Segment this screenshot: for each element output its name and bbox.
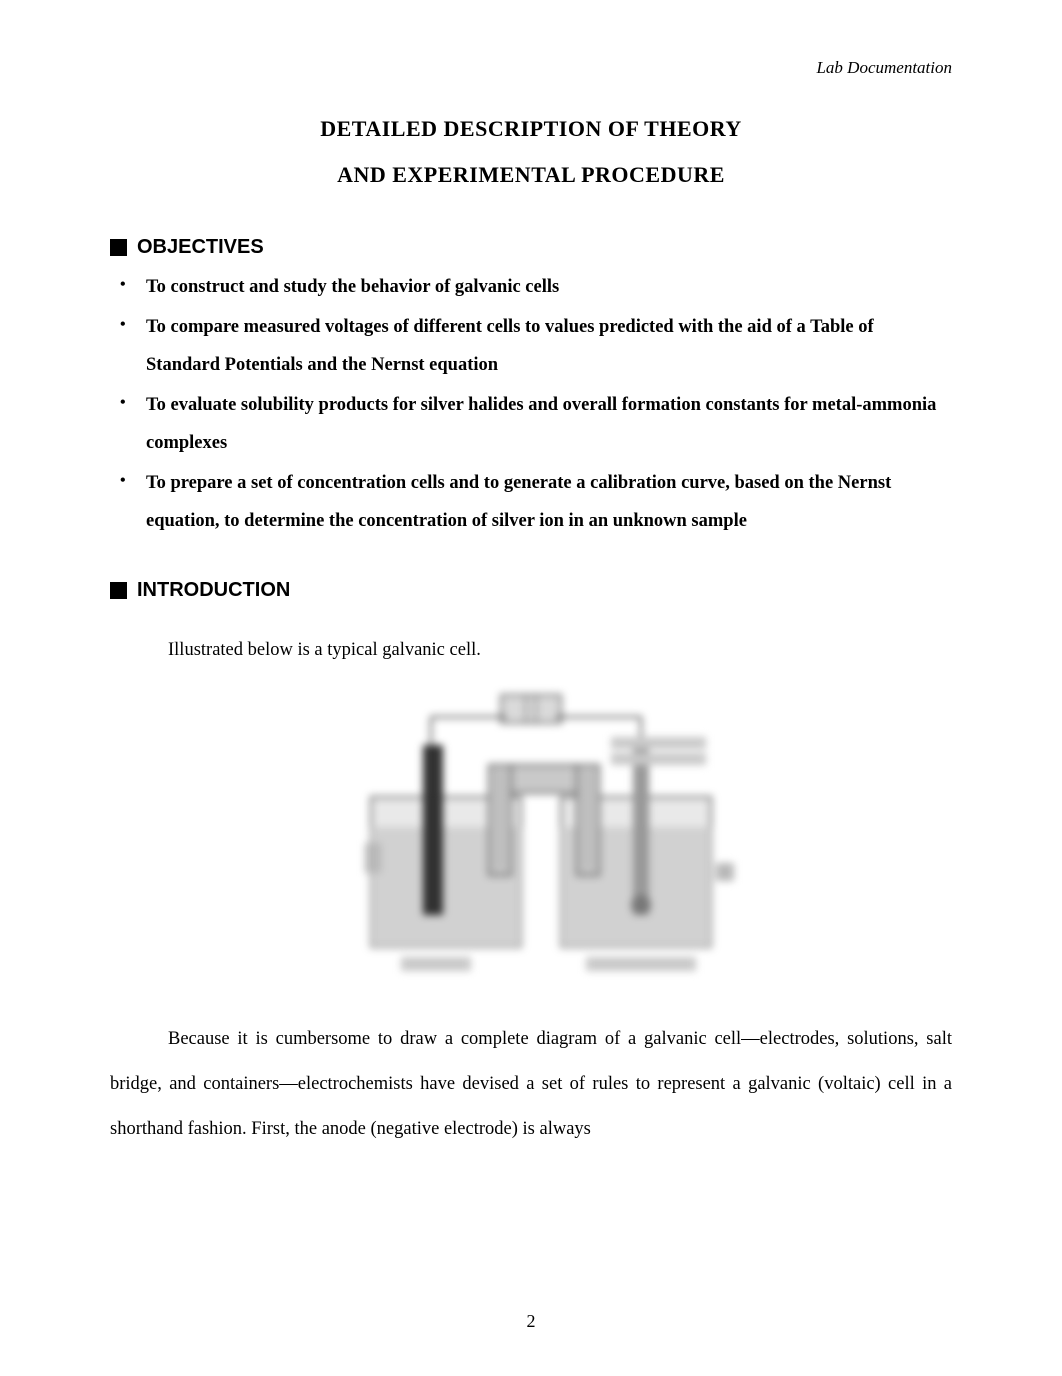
figure-container (110, 687, 952, 987)
galvanic-cell-figure (311, 687, 751, 987)
title-line-1: DETAILED DESCRIPTION OF THEORY (110, 106, 952, 152)
document-title: DETAILED DESCRIPTION OF THEORY AND EXPER… (110, 106, 952, 198)
list-item: To evaluate solubility products for silv… (110, 387, 952, 463)
list-item: To construct and study the behavior of g… (110, 269, 952, 307)
header-right-label: Lab Documentation (816, 58, 952, 78)
square-bullet-icon (110, 582, 127, 599)
section-heading-introduction: INTRODUCTION (110, 579, 952, 602)
intro-paragraph: Because it is cumbersome to draw a compl… (110, 1017, 952, 1153)
square-bullet-icon (110, 239, 127, 256)
list-item: To prepare a set of concentration cells … (110, 465, 952, 541)
intro-lead-sentence: Illustrated below is a typical galvanic … (110, 640, 952, 661)
list-item: To compare measured voltages of differen… (110, 309, 952, 385)
title-line-2: AND EXPERIMENTAL PROCEDURE (110, 152, 952, 198)
section-heading-objectives: OBJECTIVES (110, 236, 952, 259)
introduction-heading-text: INTRODUCTION (137, 579, 290, 602)
objectives-list: To construct and study the behavior of g… (110, 269, 952, 540)
objectives-heading-text: OBJECTIVES (137, 236, 264, 259)
page-number: 2 (0, 1311, 1062, 1332)
